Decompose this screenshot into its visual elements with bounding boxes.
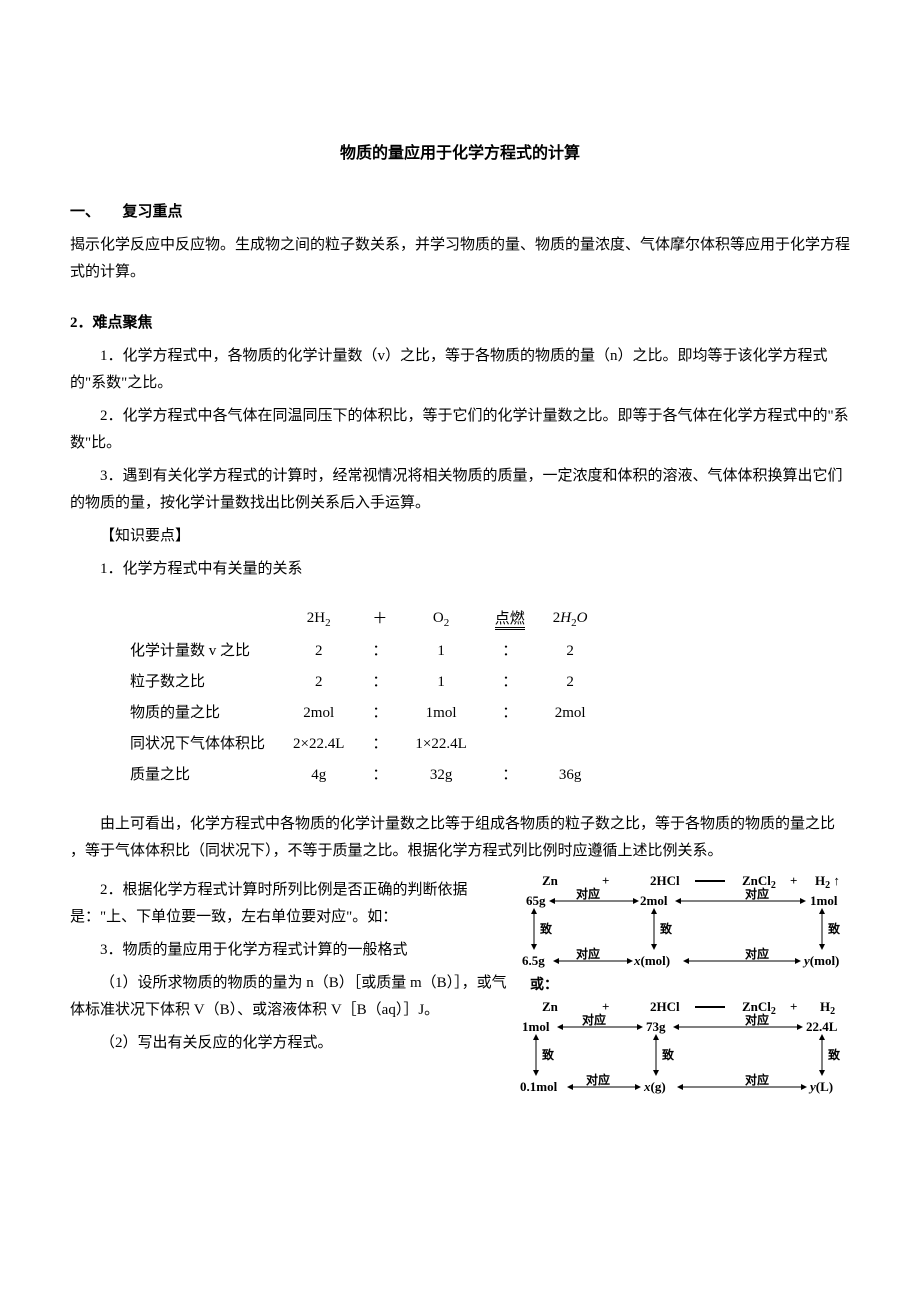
svg-text:H2: H2 [820,999,835,1017]
svg-text:22.4L: 22.4L [806,1019,838,1034]
equation-row: 2H2 ＋ O2 点燃 2H2O [130,603,601,636]
eq-plus: ＋ [358,603,401,636]
svg-text:或：: 或： [530,976,558,993]
svg-text:致: 致 [828,1047,841,1062]
section-2-p2: 2．化学方程式中各气体在同温同压下的体积比，等于它们的化学计量数之比。即等于各气… [70,403,850,457]
svg-text:0.1mol: 0.1mol [520,1079,558,1094]
svg-text:Zn: Zn [542,999,559,1014]
section-1-p1: 揭示化学反应中反应物。生成物之间的粒子数关系，并学习物质的量、物质的量浓度、气体… [70,232,850,286]
table-row: 同状况下气体体积比 2×22.4L ： 1×22.4L [130,729,601,760]
table-row: 粒子数之比 2 ： 1 ： 2 [130,667,601,698]
svg-text:致: 致 [542,1047,555,1062]
eq-h2o: 2H2O [539,603,602,636]
svg-text:+: + [790,873,797,888]
page-title: 物质的量应用于化学方程式的计算 [70,140,850,169]
section-2-p4: 1．化学方程式中有关量的关系 [70,556,850,583]
eq-o2: O2 [401,603,480,636]
eq-h2: 2H2 [279,603,358,636]
svg-text:+: + [602,873,609,888]
svg-text:x(mol): x(mol) [633,953,670,968]
svg-text:x(g): x(g) [643,1079,666,1094]
svg-text:73g: 73g [646,1019,666,1034]
svg-text:H2 ↑: H2 ↑ [815,873,840,891]
d-zn: Zn [542,873,559,888]
svg-text:对应: 对应 [582,1012,606,1027]
knowledge-point-heading: 【知识要点】 [70,523,850,550]
svg-text:对应: 对应 [586,1072,610,1087]
section-3-p5: （2）写出有关反应的化学方程式。 [70,1030,510,1057]
eq-condition: 点燃 [481,603,539,636]
svg-text:1mol: 1mol [522,1019,550,1034]
section-3-p2: 2．根据化学方程式计算时所列比例是否正确的判断依据是："上、下单位要一致，左右单… [70,877,510,931]
svg-text:65g: 65g [526,893,546,908]
section-2-p1: 1．化学方程式中，各物质的化学计量数（v）之比，等于各物质的物质的量（n）之比。… [70,343,850,397]
svg-text:2mol: 2mol [640,893,668,908]
svg-text:对应: 对应 [745,1072,769,1087]
svg-text:对应: 对应 [745,886,769,901]
svg-text:致: 致 [540,921,553,936]
svg-text:y(L): y(L) [808,1079,833,1094]
section-2-p3: 3．遇到有关化学方程式的计算时，经常视情况将相关物质的质量，一定浓度和体积的溶液… [70,463,850,517]
section-3-p1: 由上可看出，化学方程式中各物质的化学计量数之比等于组成各物质的粒子数之比，等于各… [70,811,850,865]
table-row: 化学计量数 v 之比 2 ： 1 ： 2 [130,636,601,667]
svg-text:+: + [602,999,609,1014]
svg-text:+: + [790,999,797,1014]
relation-table: 2H2 ＋ O2 点燃 2H2O 化学计量数 v 之比 2 ： 1 ： 2 粒子… [130,603,601,791]
svg-text:对应: 对应 [576,946,600,961]
section-2-heading: 2．难点聚焦 [70,310,850,337]
svg-text:致: 致 [660,921,673,936]
svg-text:致: 致 [828,921,841,936]
section-3-p3: 3．物质的量应用于化学方程式计算的一般格式 [70,937,510,964]
svg-text:致: 致 [662,1047,675,1062]
svg-text:对应: 对应 [745,946,769,961]
table-row: 物质的量之比 2mol ： 1mol ： 2mol [130,698,601,729]
proportion-diagram: Zn + 2HCl ZnCl2 + H2 ↑ 65g 对应 2mol 对应 1m… [520,871,850,1151]
svg-text:y(mol): y(mol) [802,953,839,968]
svg-text:2HCl: 2HCl [650,999,680,1014]
section-3-p4: （1）设所求物质的物质的量为 n（B）［或质量 m（B）］，或气体标准状况下体积… [70,970,510,1024]
svg-text:对应: 对应 [745,1012,769,1027]
svg-text:1mol: 1mol [810,893,838,908]
svg-text:6.5g: 6.5g [522,953,545,968]
section-1-heading: 一、 复习重点 [70,199,850,226]
table-row: 质量之比 4g ： 32g ： 36g [130,760,601,791]
svg-text:对应: 对应 [576,886,600,901]
svg-text:2HCl: 2HCl [650,873,680,888]
